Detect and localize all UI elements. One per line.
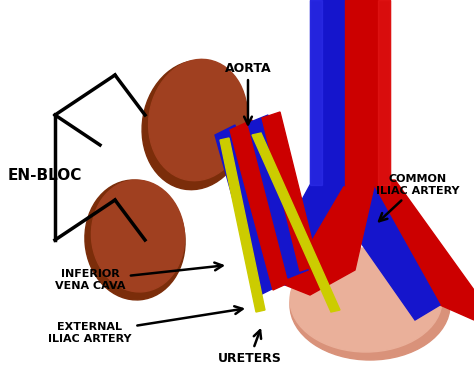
Polygon shape — [230, 120, 295, 290]
Polygon shape — [260, 182, 345, 285]
Polygon shape — [248, 115, 308, 278]
Polygon shape — [345, 0, 390, 185]
Ellipse shape — [85, 180, 185, 300]
Polygon shape — [340, 180, 440, 320]
Polygon shape — [370, 180, 474, 320]
Polygon shape — [252, 133, 340, 312]
Ellipse shape — [290, 248, 442, 352]
Text: URETERS: URETERS — [218, 330, 282, 364]
Text: EXTERNAL
ILIAC ARTERY: EXTERNAL ILIAC ARTERY — [48, 306, 243, 344]
Polygon shape — [215, 125, 280, 295]
Polygon shape — [285, 182, 375, 295]
Text: COMMON
ILIAC ARTERY: COMMON ILIAC ARTERY — [376, 174, 460, 221]
Polygon shape — [220, 138, 265, 312]
Text: EN-BLOC: EN-BLOC — [8, 167, 82, 183]
Polygon shape — [262, 112, 318, 271]
Ellipse shape — [91, 180, 184, 292]
Ellipse shape — [142, 60, 248, 190]
Polygon shape — [378, 0, 390, 185]
Polygon shape — [310, 0, 322, 185]
Ellipse shape — [148, 59, 247, 181]
Ellipse shape — [290, 250, 450, 360]
Polygon shape — [310, 0, 345, 185]
Text: AORTA: AORTA — [225, 61, 271, 124]
Text: INFERIOR
VENA CAVA: INFERIOR VENA CAVA — [55, 263, 222, 291]
